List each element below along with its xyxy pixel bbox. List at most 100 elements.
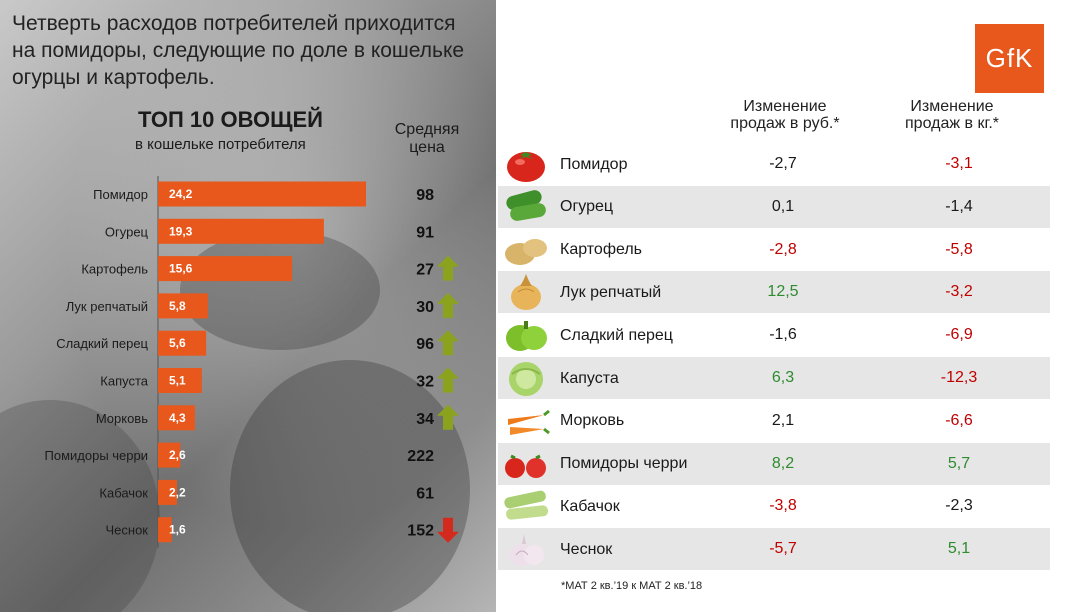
bar-category-label: Помидоры черри — [45, 448, 149, 463]
change-rub-value: -5,7 — [769, 540, 797, 558]
table-row: Сладкий перец -1,6 -6,9 — [498, 314, 1050, 356]
bar-value-label: 4,3 — [169, 411, 186, 425]
change-kg-value: 5,7 — [947, 454, 971, 472]
bar — [158, 181, 366, 207]
price-label: 91 — [416, 224, 434, 241]
vegetable-name: Капуста — [560, 369, 619, 387]
bar-value-label: 2,6 — [169, 448, 186, 462]
change-kg-value: -12,3 — [940, 369, 978, 386]
vegetable-name: Помидоры черри — [560, 455, 688, 473]
chart-subtitle: в кошельке потребителя — [135, 136, 306, 153]
bar-category-label: Лук репчатый — [66, 299, 148, 314]
change-rub-value: -2,7 — [769, 155, 797, 172]
bar-chart: Помидор 24,2 98 Огурец 19,3 91 Картофель 15,6 27… — [45, 176, 459, 548]
table-row: Чеснок -5,7 5,1 — [498, 528, 1050, 571]
table-row: Кабачок -3,8 -2,3 — [498, 485, 1050, 527]
change-rub-value: 6,3 — [771, 369, 795, 386]
cabbage-icon — [502, 358, 550, 398]
trend-up-arrow-icon — [437, 367, 459, 393]
cherry-tomato-icon — [502, 444, 550, 484]
gfk-logo: GfK — [975, 24, 1044, 93]
bar-category-label: Кабачок — [99, 485, 148, 500]
change-kg-value: 5,1 — [947, 540, 971, 558]
footnote: *МАТ 2 кв.’19 к МАТ 2 кв.’18 — [561, 580, 703, 592]
price-label: 30 — [416, 299, 434, 316]
change-kg-value: -3,2 — [945, 283, 973, 301]
bar-value-label: 15,6 — [169, 262, 193, 276]
change-rub-value: -3,8 — [769, 497, 797, 515]
change-kg-value: -1,4 — [945, 197, 973, 215]
price-label: 61 — [416, 485, 434, 502]
trend-up-arrow-icon — [437, 330, 459, 356]
change-kg-value: -3,1 — [945, 155, 973, 172]
vegetable-name: Кабачок — [560, 497, 620, 515]
column-header-kg: Изменение продаж в кг.* — [905, 98, 999, 132]
pepper-icon — [502, 315, 550, 355]
trend-up-arrow-icon — [437, 292, 459, 318]
bar-value-label: 2,2 — [169, 485, 186, 499]
table-row: Помидоры черри 8,2 5,7 — [498, 442, 1050, 485]
vegetable-name: Лук репчатый — [560, 283, 662, 301]
table-row: Морковь 2,1 -6,6 — [498, 400, 1050, 442]
change-kg-value: -6,9 — [945, 326, 973, 344]
table-row: Помидор -2,7 -3,1 — [498, 143, 1050, 185]
bar — [158, 256, 293, 282]
bar-category-label: Морковь — [96, 411, 148, 426]
change-rub-value: -2,8 — [769, 240, 797, 258]
bar-value-label: 19,3 — [169, 224, 193, 238]
bar-value-label: 1,6 — [169, 523, 186, 537]
bar — [158, 517, 172, 543]
change-rub-value: 0,1 — [771, 197, 795, 215]
trend-up-arrow-icon — [437, 404, 459, 430]
price-label: 32 — [416, 374, 434, 391]
change-rub-value: -1,6 — [769, 326, 797, 344]
bar — [158, 442, 181, 468]
table-row: Капуста 6,3 -12,3 — [498, 357, 1050, 399]
bar — [158, 368, 202, 393]
bar-value-label: 5,8 — [169, 299, 186, 313]
change-rub-value: 8,2 — [771, 454, 795, 472]
bar-category-label: Сладкий перец — [56, 336, 148, 351]
potato-icon — [502, 230, 550, 270]
trend-up-arrow-icon — [437, 255, 459, 281]
bar — [158, 330, 207, 356]
background-photo-shape — [180, 230, 380, 350]
change-kg-value: -5,8 — [945, 240, 973, 258]
cucumber-icon — [502, 187, 550, 227]
garlic-icon — [502, 529, 550, 569]
price-label: 27 — [416, 262, 434, 279]
change-rub-value: 2,1 — [771, 411, 795, 429]
vegetable-name: Огурец — [560, 198, 614, 216]
bar — [158, 479, 177, 505]
table-row: Картофель -2,8 -5,8 — [498, 229, 1050, 271]
chart-title: ТОП 10 ОВОЩЕЙ — [138, 107, 323, 132]
table-row: Лук репчатый 12,5 -3,2 — [498, 271, 1050, 314]
change-kg-value: -6,6 — [945, 411, 973, 429]
bar — [158, 218, 324, 244]
price-label: 34 — [416, 411, 434, 428]
column-header-rub: Изменение продаж в руб.* — [730, 98, 840, 132]
vegetable-name: Картофель — [560, 241, 643, 259]
background-photo-shape — [230, 360, 470, 612]
headline: Четверть расходов потребителей приходитс… — [12, 12, 465, 89]
bar — [158, 293, 208, 319]
bar-category-label: Огурец — [105, 224, 149, 239]
trend-down-arrow-icon — [437, 517, 459, 543]
price-column-header: Средняя цена — [394, 121, 460, 156]
price-label: 98 — [416, 187, 434, 204]
bar-category-label: Капуста — [100, 374, 149, 389]
bar-value-label: 24,2 — [169, 187, 193, 201]
price-label: 222 — [407, 448, 434, 465]
bar-category-label: Чеснок — [106, 523, 149, 538]
bar-category-label: Помидор — [93, 187, 148, 202]
price-label: 152 — [407, 523, 434, 540]
zucchini-icon — [502, 486, 550, 526]
carrot-icon — [502, 401, 550, 441]
bar-value-label: 5,6 — [169, 336, 186, 350]
change-rub-value: 12,5 — [767, 283, 799, 301]
onion-icon — [502, 272, 550, 312]
vegetable-name: Чеснок — [560, 540, 613, 558]
bar-value-label: 5,1 — [169, 374, 186, 388]
vegetable-name: Помидор — [560, 155, 628, 173]
table-row: Огурец 0,1 -1,4 — [498, 185, 1050, 228]
